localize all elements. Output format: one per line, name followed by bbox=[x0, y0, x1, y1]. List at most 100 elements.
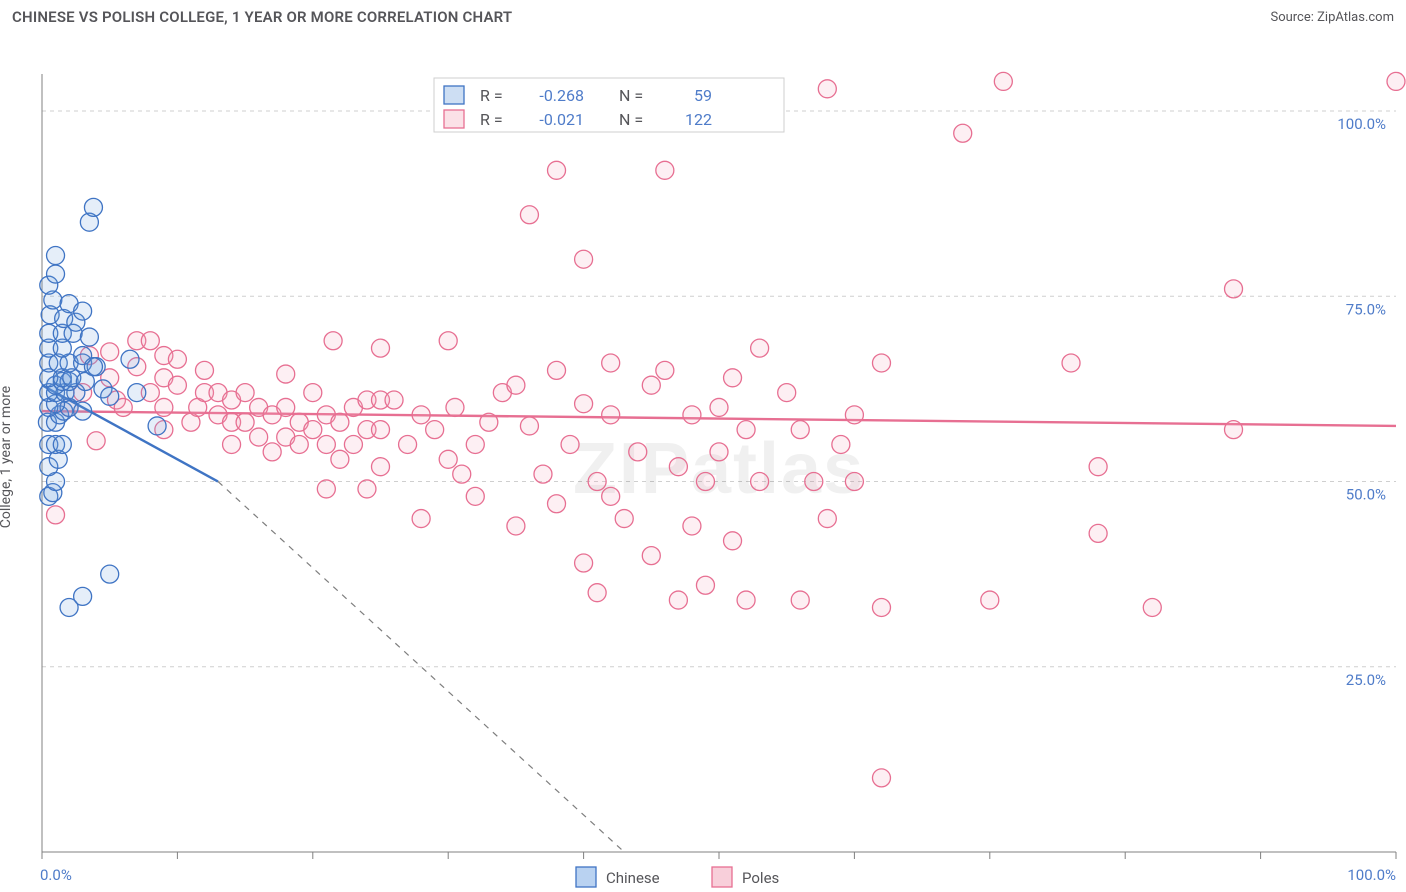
point-poles bbox=[520, 417, 538, 435]
point-poles bbox=[683, 406, 701, 424]
point-poles bbox=[696, 473, 714, 491]
point-poles bbox=[412, 510, 430, 528]
point-poles bbox=[439, 450, 457, 468]
y-tick-label: 75.0% bbox=[1346, 300, 1386, 318]
point-poles bbox=[710, 398, 728, 416]
point-poles bbox=[737, 591, 755, 609]
point-poles bbox=[250, 428, 268, 446]
point-poles bbox=[507, 376, 525, 394]
chart-title: CHINESE VS POLISH COLLEGE, 1 YEAR OR MOR… bbox=[12, 8, 512, 26]
point-poles bbox=[656, 361, 674, 379]
point-poles bbox=[791, 421, 809, 439]
point-chinese bbox=[53, 435, 71, 453]
y-tick-label: 50.0% bbox=[1346, 486, 1386, 504]
point-poles bbox=[1062, 354, 1080, 372]
point-poles bbox=[642, 547, 660, 565]
point-chinese bbox=[47, 247, 65, 265]
legend-swatch bbox=[444, 86, 464, 104]
legend-swatch bbox=[444, 110, 464, 128]
point-poles bbox=[155, 398, 173, 416]
point-poles bbox=[669, 458, 687, 476]
point-poles bbox=[331, 413, 349, 431]
point-chinese bbox=[84, 198, 102, 216]
legend-n-label: N = bbox=[619, 86, 643, 105]
chart-area: College, 1 year or more 25.0%50.0%75.0%1… bbox=[0, 32, 1406, 882]
point-poles bbox=[724, 369, 742, 387]
point-poles bbox=[737, 421, 755, 439]
point-poles bbox=[1225, 421, 1243, 439]
point-poles bbox=[372, 339, 390, 357]
point-poles bbox=[87, 432, 105, 450]
point-poles bbox=[845, 406, 863, 424]
point-poles bbox=[575, 554, 593, 572]
point-poles bbox=[372, 458, 390, 476]
point-poles bbox=[263, 443, 281, 461]
point-poles bbox=[602, 406, 620, 424]
legend-n-value: 59 bbox=[694, 86, 712, 105]
point-poles bbox=[507, 517, 525, 535]
point-poles bbox=[994, 72, 1012, 90]
point-poles bbox=[615, 510, 633, 528]
point-poles bbox=[101, 343, 119, 361]
point-chinese bbox=[47, 265, 65, 283]
point-poles bbox=[845, 473, 863, 491]
point-poles bbox=[575, 395, 593, 413]
point-poles bbox=[1143, 598, 1161, 616]
point-poles bbox=[372, 421, 390, 439]
point-chinese bbox=[148, 417, 166, 435]
point-poles bbox=[832, 435, 850, 453]
point-poles bbox=[710, 443, 728, 461]
point-poles bbox=[534, 465, 552, 483]
point-poles bbox=[466, 435, 484, 453]
point-poles bbox=[446, 398, 464, 416]
point-poles bbox=[304, 384, 322, 402]
point-poles bbox=[412, 406, 430, 424]
point-poles bbox=[981, 591, 999, 609]
point-poles bbox=[872, 354, 890, 372]
point-poles bbox=[426, 421, 444, 439]
point-poles bbox=[141, 332, 159, 350]
point-poles bbox=[656, 161, 674, 179]
point-poles bbox=[277, 398, 295, 416]
point-chinese bbox=[101, 387, 119, 405]
point-poles bbox=[304, 421, 322, 439]
point-poles bbox=[683, 517, 701, 535]
point-poles bbox=[358, 480, 376, 498]
point-poles bbox=[669, 591, 687, 609]
legend-r-label: R = bbox=[480, 86, 503, 105]
point-poles bbox=[548, 495, 566, 513]
point-poles bbox=[1089, 524, 1107, 542]
point-poles bbox=[480, 413, 498, 431]
point-poles bbox=[818, 510, 836, 528]
point-poles bbox=[791, 591, 809, 609]
point-poles bbox=[588, 473, 606, 491]
y-tick-label: 25.0% bbox=[1346, 671, 1386, 689]
point-chinese bbox=[128, 384, 146, 402]
point-poles bbox=[724, 532, 742, 550]
point-poles bbox=[385, 391, 403, 409]
point-poles bbox=[399, 435, 417, 453]
point-poles bbox=[324, 332, 342, 350]
x-min-label: 0.0% bbox=[40, 866, 72, 884]
point-poles bbox=[602, 487, 620, 505]
point-poles bbox=[466, 487, 484, 505]
point-poles bbox=[561, 435, 579, 453]
point-poles bbox=[872, 598, 890, 616]
legend-r-label: R = bbox=[480, 110, 503, 129]
point-poles bbox=[47, 506, 65, 524]
point-poles bbox=[642, 376, 660, 394]
point-poles bbox=[520, 206, 538, 224]
point-poles bbox=[575, 250, 593, 268]
legend-r-value: -0.021 bbox=[539, 110, 584, 129]
point-chinese bbox=[84, 358, 102, 376]
point-poles bbox=[331, 450, 349, 468]
point-chinese bbox=[121, 350, 139, 368]
legend-n-label: N = bbox=[619, 110, 643, 129]
legend-r-value: -0.268 bbox=[539, 86, 584, 105]
point-poles bbox=[195, 361, 213, 379]
point-poles bbox=[588, 584, 606, 602]
y-tick-label: 100.0% bbox=[1337, 115, 1386, 133]
point-poles bbox=[317, 480, 335, 498]
point-poles bbox=[168, 350, 186, 368]
point-poles bbox=[818, 80, 836, 98]
